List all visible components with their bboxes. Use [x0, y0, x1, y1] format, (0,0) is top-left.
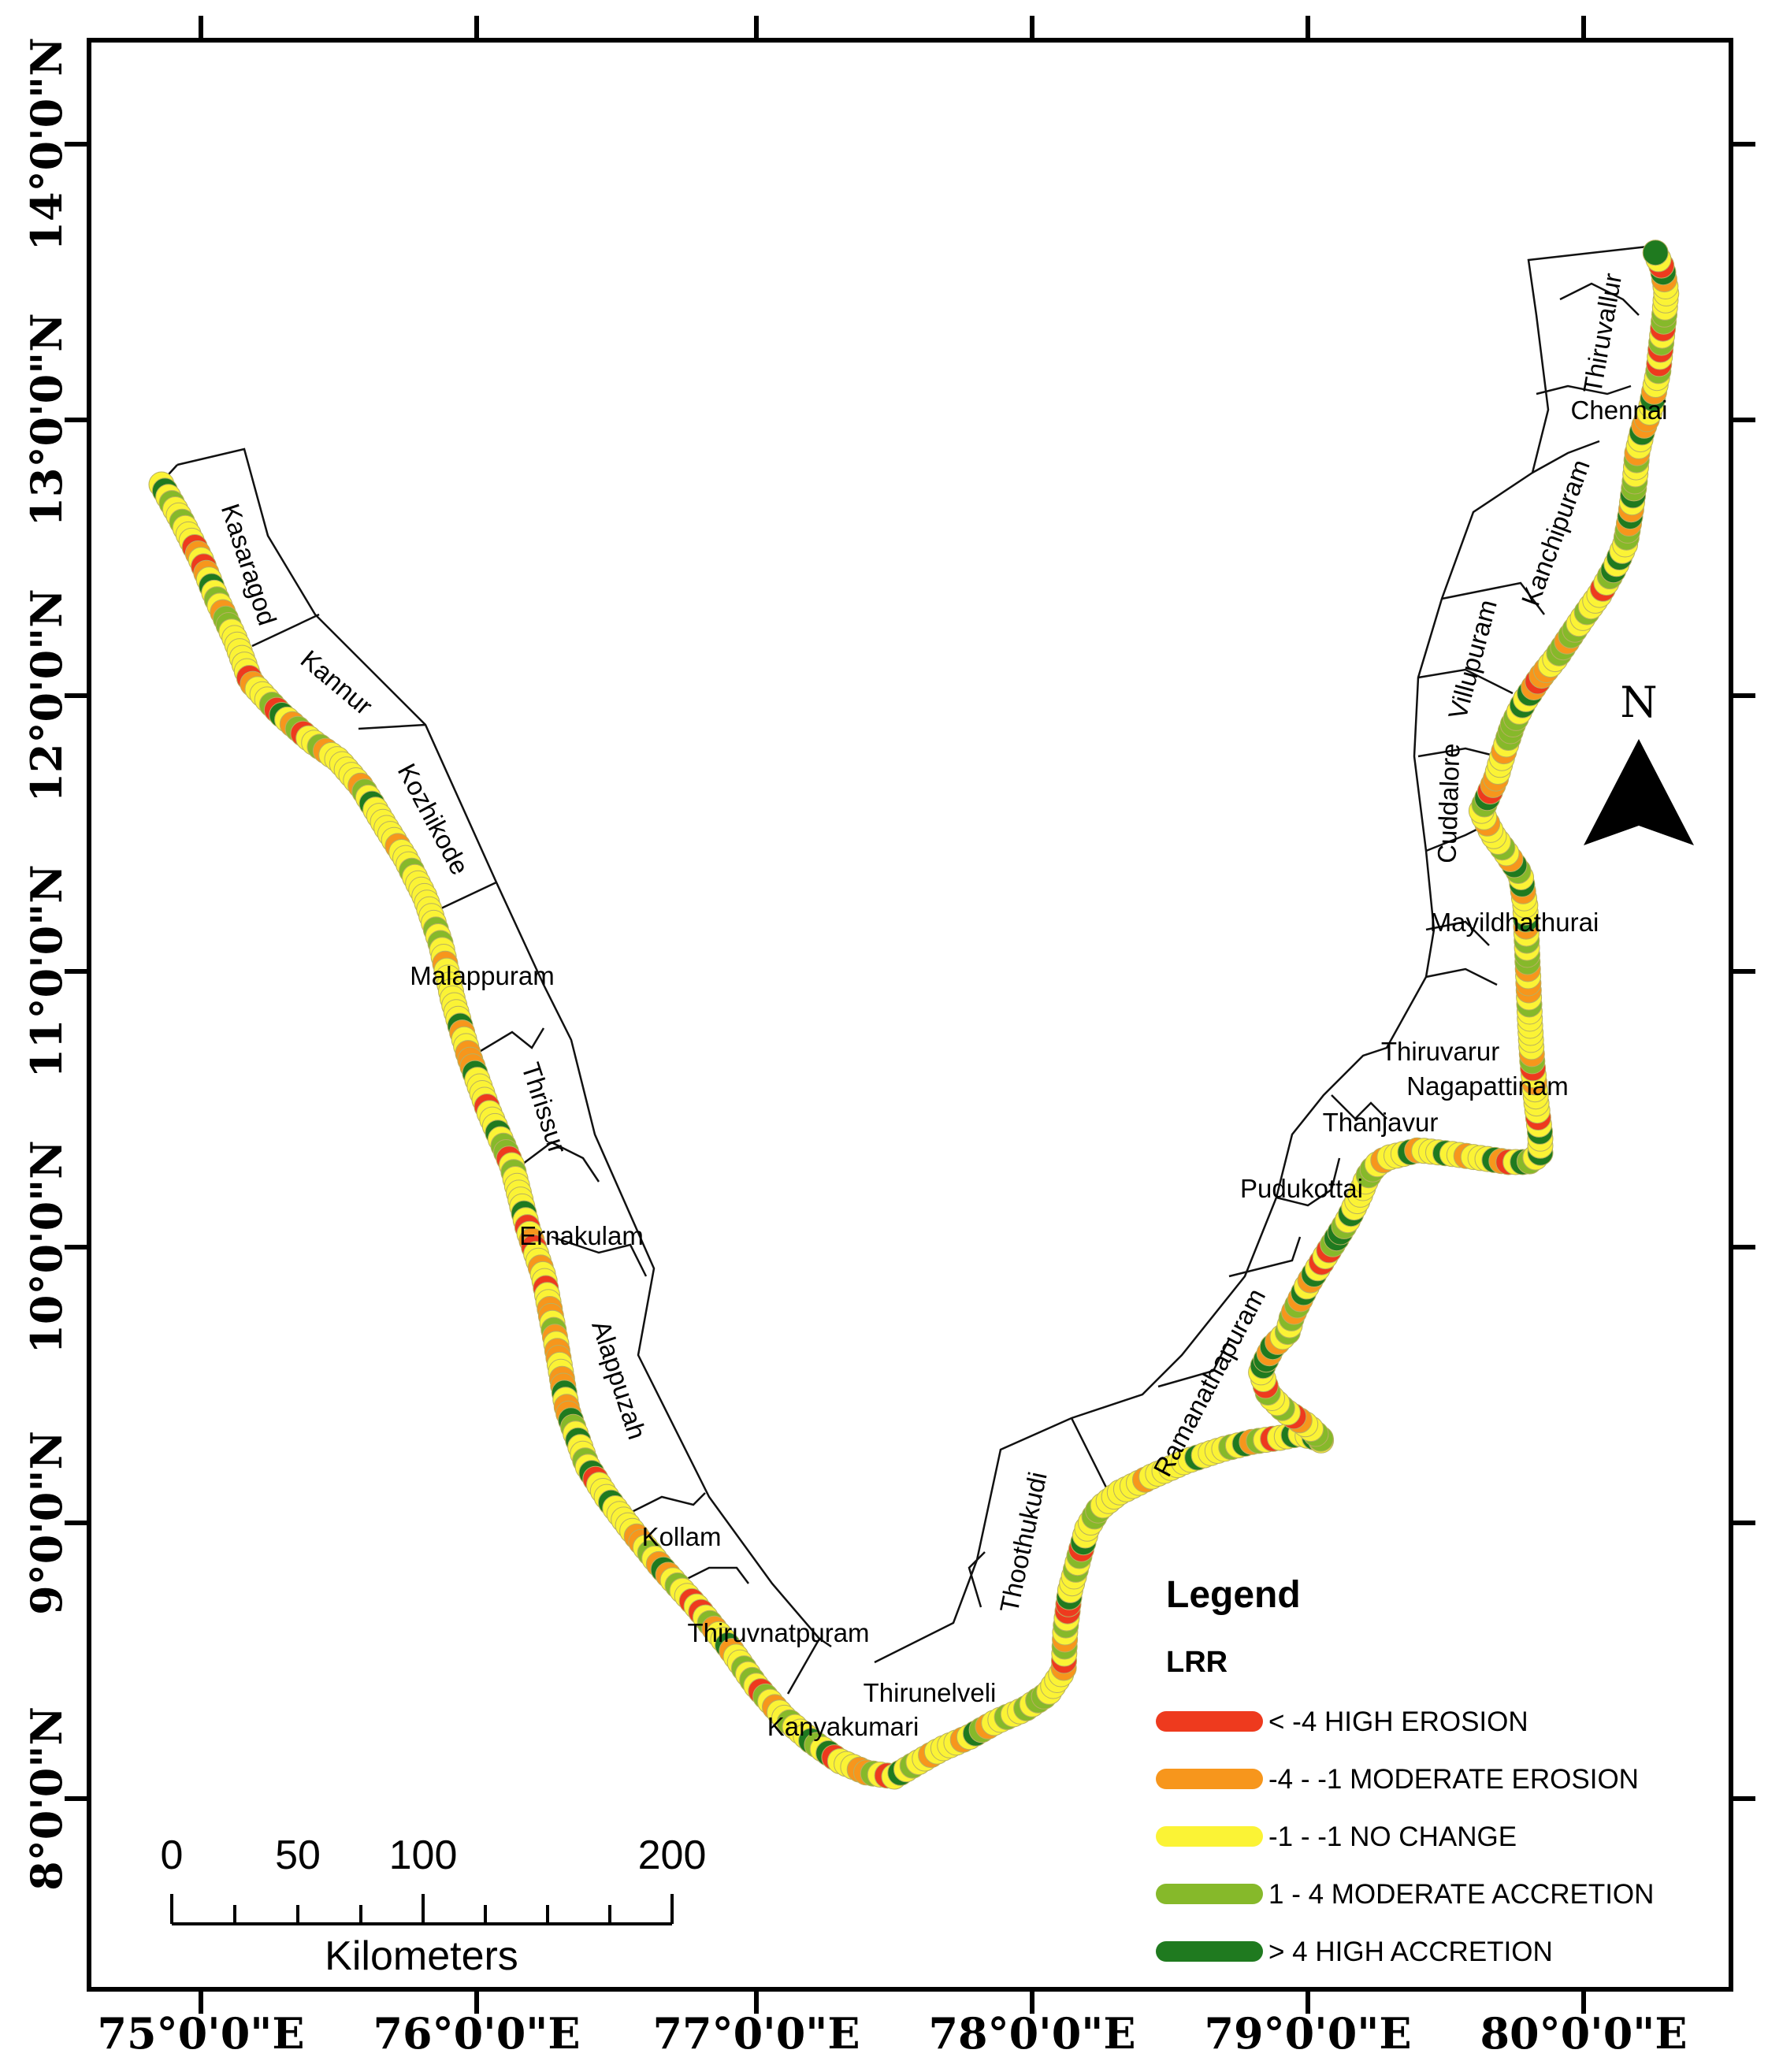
- district-label-thiruvallur: Thiruvallur: [1577, 271, 1627, 395]
- district-label-thiruvarur: Thiruvarur: [1381, 1037, 1499, 1066]
- legend: Legend LRR < -4 HIGH EROSION -4 - -1 MODE…: [1156, 1574, 1654, 1967]
- lon-label-80: 80°0'0"E: [1480, 2008, 1687, 2059]
- shoreline-lrr-points: [148, 240, 1680, 1790]
- legend-label-1: -4 - -1 MODERATE EROSION: [1268, 1764, 1639, 1795]
- legend-label-0: < -4 HIGH EROSION: [1268, 1706, 1528, 1737]
- lon-label-76: 76°0'0"E: [373, 2008, 580, 2059]
- district-label-cuddalore: Cuddalore: [1432, 743, 1465, 863]
- latitude-labels: 14°0'0"N 13°0'0"N 12°0'0"N 11°0'0"N 10°0…: [21, 37, 72, 1891]
- lat-label-10: 10°0'0"N: [21, 1140, 72, 1353]
- lon-label-75: 75°0'0"E: [97, 2008, 304, 2059]
- district-label-villupuram: Villupuram: [1443, 596, 1502, 722]
- district-label-ernakulam: Ernakulam: [519, 1221, 644, 1250]
- scale-unit: Kilometers: [325, 1933, 518, 1979]
- district-label-thanjavur: Thanjavur: [1323, 1108, 1439, 1137]
- lat-label-14: 14°0'0"N: [21, 37, 72, 251]
- shoreline-point: [1642, 240, 1669, 266]
- district-label-thrissur: Thrissur: [516, 1059, 573, 1157]
- district-label-kanchipuram: Kanchipuram: [1516, 455, 1595, 609]
- graticule-ticks: [65, 16, 1755, 2014]
- longitude-labels: 75°0'0"E 76°0'0"E 77°0'0"E 78°0'0"E 79°0…: [97, 2008, 1687, 2059]
- lat-label-13: 13°0'0"N: [21, 313, 72, 526]
- legend-title: Legend: [1166, 1574, 1301, 1616]
- scale-bar: 0 50 100 200 Kilometers: [161, 1832, 707, 1979]
- district-label-kannur: Kannur: [295, 644, 378, 721]
- map-frame: [87, 38, 1733, 1992]
- lon-label-78: 78°0'0"E: [928, 2008, 1135, 2059]
- district-labels: Kasaragod Kannur Kozhikode Malappuram Th…: [216, 271, 1668, 1741]
- lat-label-11: 11°0'0"N: [21, 864, 72, 1078]
- lat-label-8: 8°0'0"N: [21, 1706, 72, 1891]
- district-label-nagapattinam: Nagapattinam: [1406, 1071, 1568, 1101]
- scale-label-0: 0: [161, 1832, 184, 1878]
- district-label-thiruvnatpuram: Thiruvnatpuram: [687, 1618, 869, 1647]
- lon-label-79: 79°0'0"E: [1204, 2008, 1411, 2059]
- lon-label-77: 77°0'0"E: [652, 2008, 860, 2059]
- district-label-kanyakumari: Kanyakumari: [767, 1712, 919, 1741]
- scale-label-200: 200: [638, 1832, 707, 1878]
- lat-label-12: 12°0'0"N: [21, 589, 72, 802]
- district-label-thoothukudi: Thoothukudi: [994, 1469, 1053, 1615]
- district-label-malappuram: Malappuram: [410, 961, 554, 990]
- legend-label-3: 1 - 4 MODERATE ACCRETION: [1268, 1879, 1654, 1910]
- legend-label-4: > 4 HIGH ACCRETION: [1268, 1936, 1553, 1967]
- district-label-pudukottai: Pudukottai: [1240, 1174, 1363, 1203]
- district-label-mayildhathurai: Mayildhathurai: [1430, 908, 1599, 937]
- district-boundaries: [161, 244, 1672, 1695]
- district-label-thirunelveli: Thirunelveli: [864, 1678, 997, 1707]
- district-label-kollam: Kollam: [642, 1522, 722, 1551]
- scale-label-100: 100: [389, 1832, 458, 1878]
- north-arrow-icon: [1584, 739, 1694, 845]
- scale-label-50: 50: [275, 1832, 321, 1878]
- scale-bar-line: [170, 1894, 674, 1925]
- lat-label-9: 9°0'0"N: [21, 1431, 72, 1615]
- legend-subtitle: LRR: [1166, 1646, 1228, 1679]
- north-arrow-label: N: [1620, 678, 1657, 727]
- north-arrow: N: [1584, 678, 1694, 845]
- legend-label-2: -1 - -1 NO CHANGE: [1268, 1821, 1517, 1852]
- district-label-chennai: Chennai: [1571, 395, 1668, 425]
